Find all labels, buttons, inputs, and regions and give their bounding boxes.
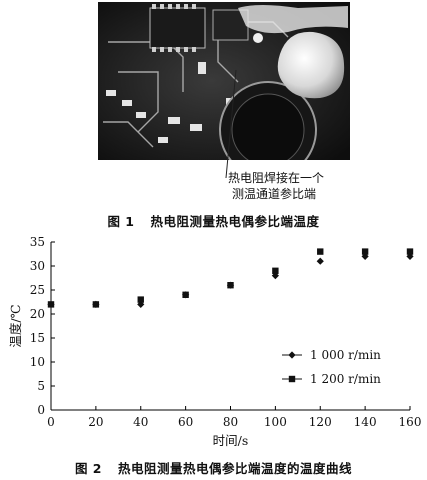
data-point-square: [317, 248, 324, 255]
temperature-chart: 0 5 10 15 20 25 30 35 0 20 40 60 80 100 120 140 160 时间/s 温…: [8, 235, 422, 448]
y-tick-label: 10: [30, 355, 45, 369]
callout-line-2: 测温通道参比端: [232, 187, 317, 201]
y-tick-label: 25: [30, 283, 45, 297]
data-point-square: [227, 282, 234, 289]
legend-marker: [288, 351, 296, 359]
legend-label: 1 200 r/min: [310, 372, 381, 386]
x-tick-label: 80: [223, 415, 238, 429]
figure-1-caption: 图 1 热电阻测量热电偶参比端温度: [0, 211, 427, 230]
data-point-square: [137, 296, 144, 303]
figure-1-number: 图 1: [107, 214, 135, 229]
y-axis-label: 温度/℃: [8, 304, 23, 347]
data-point-square: [406, 248, 414, 255]
x-tick-label: 40: [133, 415, 148, 429]
figure-2-title: 热电阻测量热电偶参比端温度的温度曲线: [118, 461, 353, 476]
photo-callout: 热电阻焊接在一个 测温通道参比端: [228, 170, 324, 202]
x-tick-label: 0: [47, 415, 55, 429]
x-tick-label: 140: [354, 415, 377, 429]
callout-line-1: 热电阻焊接在一个: [228, 171, 325, 185]
x-tick-label: 120: [309, 415, 332, 429]
data-point-square: [272, 267, 279, 274]
y-tick-label: 35: [30, 235, 45, 249]
callout-leader-line: [225, 69, 237, 179]
y-tick-label: 30: [30, 259, 45, 273]
figure-2-caption: 图 2 热电阻测量热电偶参比端温度的温度曲线: [0, 458, 427, 477]
x-tick-label: 160: [399, 415, 422, 429]
y-tick-label: 20: [30, 307, 45, 321]
legend-label: 1 000 r/min: [310, 348, 381, 362]
data-point-square: [47, 301, 55, 308]
x-axis-label: 时间/s: [213, 433, 249, 448]
legend-marker: [288, 375, 296, 383]
data-point-diamond: [316, 257, 324, 265]
y-tick-label: 0: [37, 403, 45, 417]
y-tick-label: 15: [30, 331, 45, 345]
x-tick-label: 60: [178, 415, 193, 429]
data-point-square: [92, 301, 100, 308]
x-tick-label: 100: [264, 415, 287, 429]
figure-1-title: 热电阻测量热电偶参比端温度: [150, 214, 320, 229]
pcb-photo: [98, 2, 350, 160]
figure-2-number: 图 2: [74, 461, 103, 476]
data-point-square: [361, 248, 369, 255]
x-tick-label: 20: [88, 415, 103, 429]
data-point-square: [182, 291, 189, 298]
y-tick-label: 5: [37, 379, 45, 393]
